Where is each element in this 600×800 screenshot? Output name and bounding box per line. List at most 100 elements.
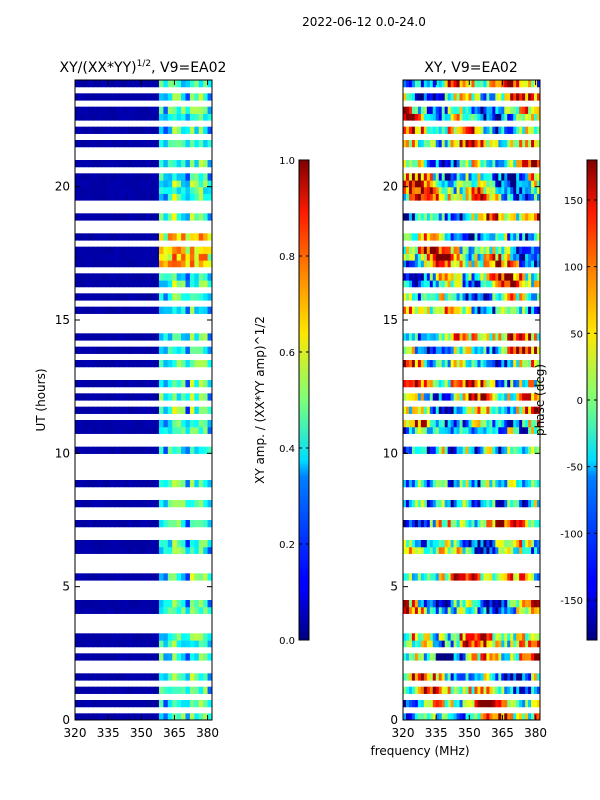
right-heatmap-cell: [504, 633, 508, 641]
left-heatmap-cell: [110, 633, 116, 641]
right-heatmap-cell: [423, 686, 428, 694]
right-heatmap-cell: [423, 673, 428, 681]
right-heatmap-cell: [480, 653, 485, 661]
right-heatmap-cell: [405, 213, 410, 221]
right-heatmap-cell: [525, 480, 529, 488]
right-heatmap-cell: [495, 380, 499, 388]
left-ytick-label: 10: [55, 446, 70, 460]
right-heatmap-cell: [480, 106, 485, 114]
right-heatmap-cell: [480, 446, 485, 454]
right-heatmap-cell: [522, 546, 526, 554]
right-heatmap-cell: [474, 180, 479, 188]
right-heatmap-cell: [522, 233, 526, 241]
right-heatmap-cell: [525, 333, 529, 341]
left-heatmap-cell: [110, 420, 116, 428]
right-heatmap-cell: [528, 186, 532, 194]
right-heatmap-cell: [403, 713, 407, 720]
left-heatmap-cell: [105, 600, 111, 608]
left-heatmap-cell: [163, 546, 169, 554]
right-heatmap-cell: [438, 653, 443, 661]
left-heatmap-cell: [181, 280, 187, 288]
left-heatmap-cell: [207, 293, 212, 301]
left-heatmap-cell: [79, 546, 85, 554]
right-heatmap-cell: [507, 253, 511, 261]
right-heatmap-cell: [429, 406, 434, 414]
left-heatmap-cell: [114, 426, 120, 434]
right-heatmap-cell: [429, 700, 434, 708]
left-heatmap-cell: [110, 280, 116, 288]
right-heatmap-cell: [510, 700, 514, 708]
right-heatmap-cell: [429, 253, 434, 261]
right-heatmap-cell: [459, 540, 464, 548]
right-heatmap-cell: [465, 573, 470, 581]
right-heatmap-cell: [528, 500, 532, 508]
right-heatmap-cell: [435, 673, 440, 681]
right-heatmap-cell: [522, 633, 526, 641]
left-heatmap-cell: [150, 600, 156, 608]
right-heatmap-cell: [441, 700, 446, 708]
right-heatmap-cell: [477, 186, 482, 194]
left-heatmap-cell: [158, 213, 164, 221]
right-heatmap-cell: [477, 246, 482, 254]
right-heatmap-cell: [471, 173, 476, 181]
right-heatmap-cell: [420, 80, 425, 88]
right-heatmap-cell: [435, 306, 440, 314]
left-heatmap-cell: [167, 193, 173, 201]
left-heatmap-cell: [207, 406, 212, 414]
left-heatmap-cell: [163, 213, 169, 221]
left-heatmap-cell: [132, 573, 138, 581]
right-heatmap-cell: [513, 380, 517, 388]
right-heatmap-cell: [453, 213, 458, 221]
left-title-sup: 1/2: [137, 59, 151, 69]
left-heatmap-cell: [110, 520, 116, 528]
right-heatmap-cell: [534, 193, 538, 201]
right-heatmap-cell: [468, 233, 473, 241]
left-heatmap-cell: [141, 253, 147, 261]
right-heatmap-cell: [459, 333, 464, 341]
right-heatmap-cell: [447, 640, 452, 648]
right-heatmap-cell: [414, 713, 419, 720]
right-heatmap-cell: [429, 126, 434, 134]
right-heatmap-cell: [444, 600, 449, 608]
right-heatmap-cell: [504, 173, 508, 181]
left-heatmap-cell: [75, 606, 81, 614]
left-heatmap-cell: [79, 246, 85, 254]
right-heatmap-cell: [426, 713, 431, 720]
right-heatmap-cell: [516, 360, 520, 368]
right-heatmap-cell: [489, 600, 493, 608]
right-heatmap-cell: [477, 520, 482, 528]
left-heatmap-cell: [203, 160, 209, 168]
right-heatmap-cell: [519, 306, 523, 314]
right-heatmap-cell: [453, 306, 458, 314]
right-heatmap-cell: [456, 213, 461, 221]
left-heatmap-cell: [145, 193, 151, 201]
left-heatmap-cell: [88, 426, 94, 434]
right-heatmap-cell: [495, 360, 499, 368]
left-heatmap-cell: [141, 180, 147, 188]
right-heatmap-cell: [477, 80, 482, 88]
right-heatmap-cell: [471, 426, 476, 434]
right-heatmap-cell: [426, 360, 431, 368]
right-heatmap-cell: [438, 500, 443, 508]
left-heatmap-cell: [176, 193, 182, 201]
right-heatmap-cell: [516, 253, 520, 261]
left-ylabel: UT (hours): [34, 368, 48, 431]
right-heatmap-cell: [462, 686, 467, 694]
right-heatmap-cell: [531, 293, 535, 301]
right-heatmap-cell: [501, 140, 505, 148]
right-heatmap-cell: [507, 106, 511, 114]
right-heatmap-cell: [432, 180, 437, 188]
right-heatmap-cell: [495, 426, 499, 434]
right-heatmap-cell: [420, 106, 425, 114]
right-xtick-label: 335: [425, 726, 448, 740]
right-heatmap-cell: [423, 180, 428, 188]
right-heatmap-cell: [519, 360, 523, 368]
right-heatmap-cell: [453, 140, 458, 148]
right-heatmap-cell: [528, 346, 532, 354]
left-heatmap-cell: [75, 173, 81, 181]
left-heatmap-cell: [194, 360, 200, 368]
right-heatmap-cell: [417, 113, 422, 121]
right-heatmap-cell: [441, 600, 446, 608]
right-heatmap-cell: [495, 700, 499, 708]
left-heatmap-cell: [97, 180, 103, 188]
